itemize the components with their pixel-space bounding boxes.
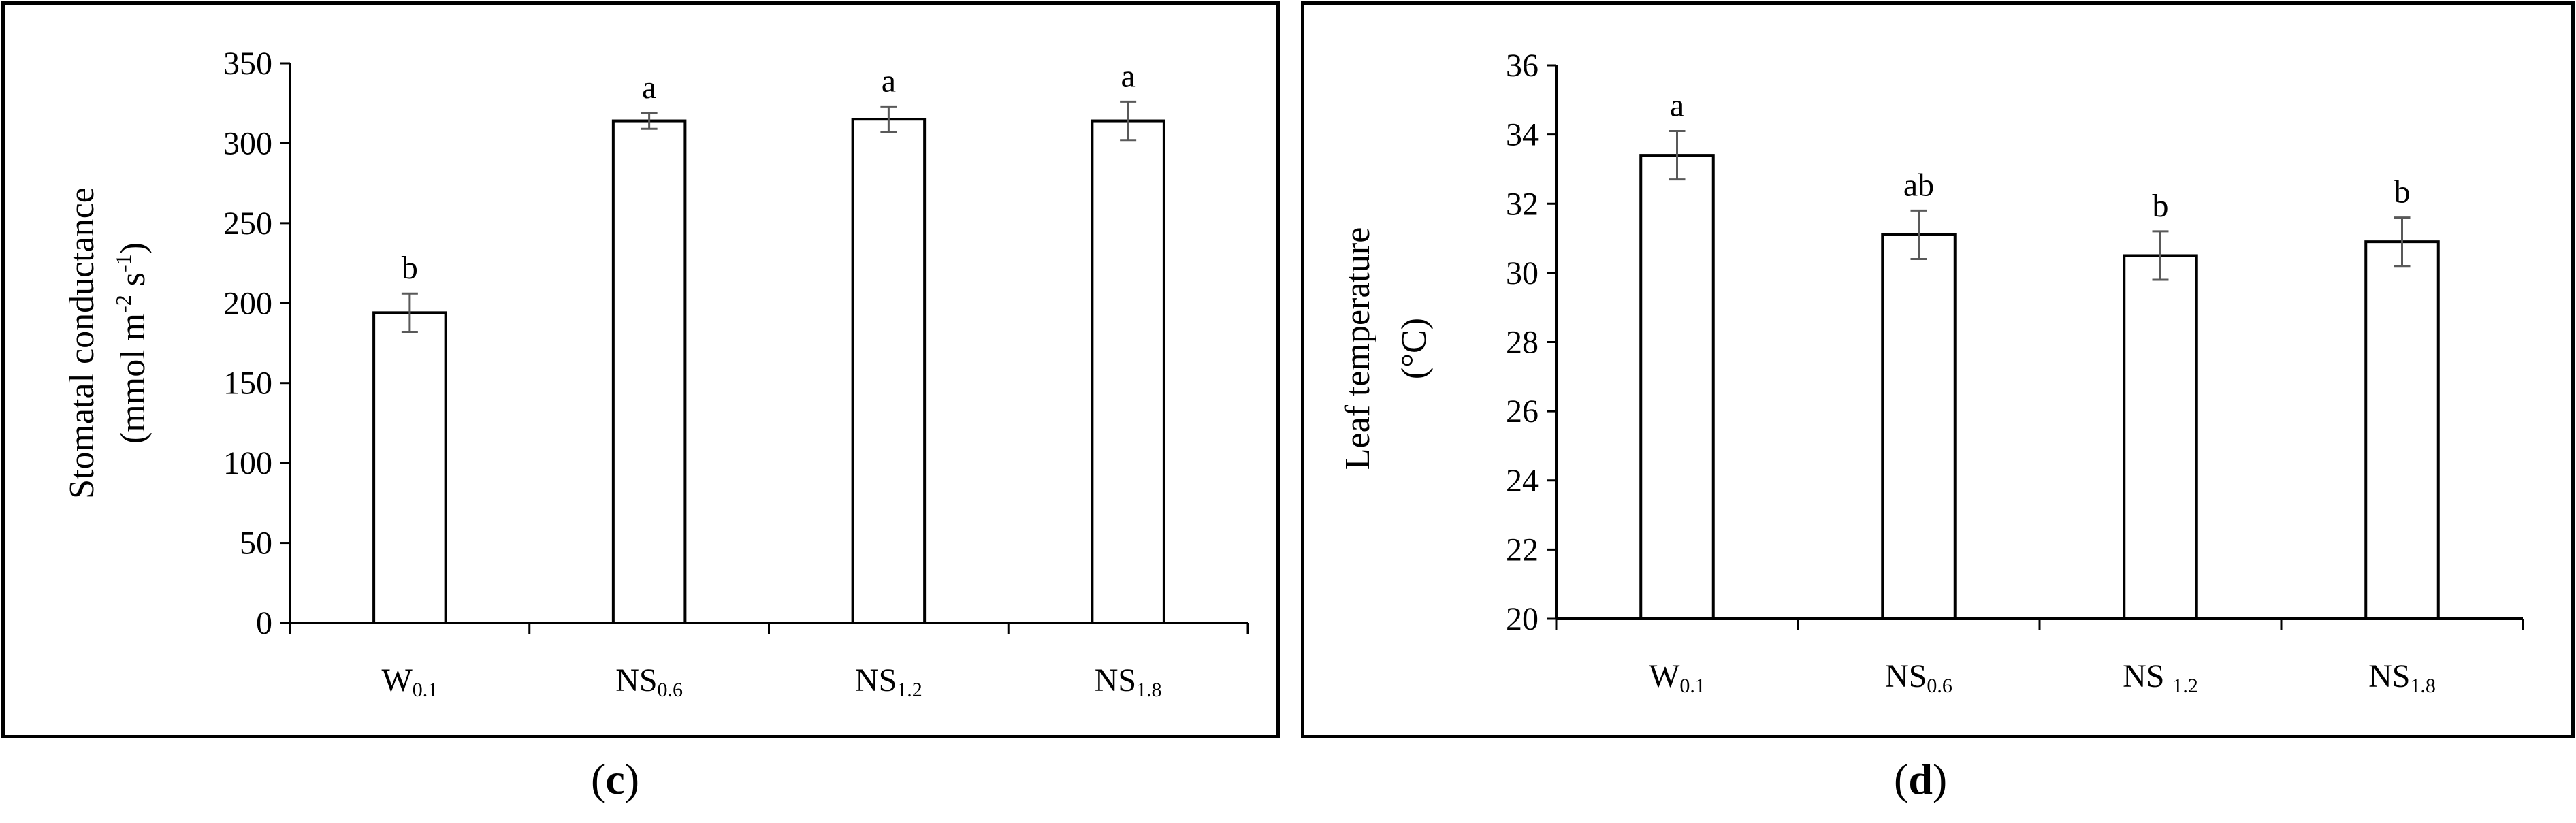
bar (1639, 154, 1715, 621)
chart-panel-c: 0 50 100 150 200 250 300 350 b W0.1 a NS0.6 a NS1.2 a N… (1, 1, 1280, 738)
y-tick-label: 30 (1506, 255, 1539, 291)
x-category-subscript: 0.1 (413, 679, 438, 701)
x-category-subscript: 1.2 (897, 679, 922, 701)
x-category-label: NS0.6 (615, 662, 683, 701)
x-category-label: W0.1 (1649, 658, 1705, 697)
x-category-label: NS1.2 (855, 662, 922, 701)
panel-label-d: d (1908, 755, 1933, 803)
x-category-subscript: 0.1 (1679, 675, 1705, 697)
bar (851, 118, 927, 624)
x-category-subscript: 0.6 (658, 679, 683, 701)
significance-letter: b (2153, 188, 2169, 224)
y-tick-label: 300 (223, 125, 272, 161)
bar (611, 119, 687, 624)
x-category-base: NS (1885, 658, 1927, 694)
x-category-base: NS (1095, 662, 1136, 698)
significance-letter: ab (1903, 167, 1934, 203)
significance-letter: a (1121, 58, 1135, 94)
y-axis-title-part: (°C) (1395, 318, 1434, 379)
y-axis-title-superscript: -2 (111, 295, 135, 313)
x-category-label: NS0.6 (1885, 658, 1952, 697)
chart-panel-d: 20 22 24 26 28 30 32 34 36 a W0.1 ab NS0.6 b NS 1.2 b NS… (1301, 1, 2575, 738)
panel-caption-c: (c) (591, 755, 640, 803)
y-axis-title-line1: Leaf temperature (1338, 227, 1377, 470)
y-axis-title-part: s (114, 272, 152, 295)
y-axis-title-line1: Stomatal conductance (63, 187, 101, 499)
significance-letter: a (1670, 88, 1684, 124)
x-category-label: NS1.8 (2368, 658, 2436, 697)
y-tick-label: 350 (223, 46, 272, 82)
y-tick-label: 0 (256, 605, 272, 641)
y-tick-label: 24 (1506, 463, 1539, 499)
bar (2123, 254, 2198, 620)
y-axis-title-part: (mmol m (114, 313, 152, 444)
x-category-base: NS (615, 662, 657, 698)
y-axis-title-part: ) (114, 242, 152, 254)
x-category-subscript: 0.6 (1927, 675, 1952, 697)
x-category-label: NS 1.2 (2123, 658, 2198, 697)
y-tick-label: 20 (1506, 601, 1539, 637)
x-category-base: W (381, 662, 413, 698)
panel-caption-d: (d) (1894, 755, 1948, 803)
y-tick-label: 26 (1506, 393, 1539, 430)
significance-letter: b (402, 250, 418, 286)
x-category-base: W (1649, 658, 1680, 694)
y-tick-label: 32 (1506, 186, 1539, 222)
y-tick-label: 28 (1506, 325, 1539, 361)
y-tick-label: 100 (223, 445, 272, 481)
y-tick-label: 36 (1506, 48, 1539, 84)
y-tick-label: 250 (223, 206, 272, 242)
x-category-subscript: 1.8 (1136, 679, 1162, 701)
significance-letter: a (642, 69, 656, 106)
panel-label-c: c (605, 755, 625, 803)
x-category-base: NS (855, 662, 897, 698)
x-category-label: NS1.8 (1095, 662, 1162, 701)
y-axis-title-superscript: -1 (111, 254, 135, 272)
x-category-label: W0.1 (381, 662, 438, 701)
y-axis-title-line2: (mmol m-2 s-1) (111, 242, 152, 444)
y-tick-label: 34 (1506, 117, 1539, 153)
x-category-subscript: 1.8 (2410, 675, 2436, 697)
bar (1091, 119, 1165, 624)
x-category-base: NS (2123, 658, 2172, 694)
bar (1881, 233, 1957, 620)
x-category-base: NS (2368, 658, 2410, 694)
chart-c-svg: 050100150200250300350bW0.1aNS0.6aNS1.2aN… (63, 46, 1249, 701)
bar (372, 311, 447, 624)
significance-letter: b (2394, 174, 2411, 210)
y-axis-title-line2: (°C) (1395, 318, 1434, 379)
y-tick-label: 50 (240, 526, 272, 562)
y-tick-label: 200 (223, 285, 272, 321)
y-tick-label: 22 (1506, 532, 1539, 568)
bar (2364, 240, 2440, 620)
significance-letter: a (882, 63, 896, 99)
x-category-subscript: 1.2 (2172, 675, 2198, 697)
y-tick-label: 150 (223, 366, 272, 402)
